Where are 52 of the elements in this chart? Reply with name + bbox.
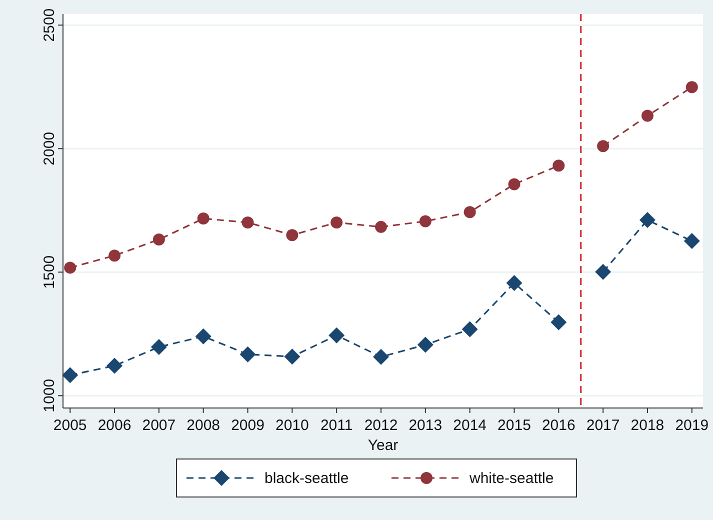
point bbox=[240, 346, 256, 362]
point bbox=[195, 328, 212, 344]
point bbox=[284, 348, 300, 365]
x-axis-title: Year bbox=[368, 437, 398, 454]
x-tick-label: 2012 bbox=[364, 417, 398, 434]
point bbox=[373, 348, 389, 365]
x-tick-label: 2011 bbox=[320, 417, 353, 434]
x-tick-label: 2009 bbox=[231, 417, 264, 434]
point bbox=[417, 336, 434, 353]
point bbox=[150, 338, 167, 355]
point bbox=[286, 229, 298, 242]
point bbox=[462, 321, 478, 338]
y-tick-label: 2500 bbox=[41, 8, 58, 42]
x-tick-label: 2016 bbox=[542, 417, 576, 434]
point bbox=[684, 233, 700, 250]
x-tick-label: 2014 bbox=[453, 417, 487, 434]
point bbox=[62, 367, 78, 384]
point bbox=[375, 220, 387, 233]
point bbox=[152, 234, 165, 246]
x-tick-label: 2015 bbox=[498, 417, 531, 434]
point bbox=[328, 327, 345, 344]
point bbox=[242, 216, 254, 228]
x-tick-label: 2006 bbox=[98, 417, 132, 434]
point bbox=[419, 215, 432, 228]
point bbox=[106, 358, 123, 374]
point bbox=[108, 250, 121, 262]
point bbox=[686, 81, 698, 94]
legend-label: black-seattle bbox=[264, 470, 349, 487]
y-tick-label: 1500 bbox=[41, 255, 58, 289]
point bbox=[597, 140, 610, 152]
point bbox=[64, 262, 76, 274]
point bbox=[197, 212, 210, 225]
point bbox=[330, 216, 343, 228]
x-tick-label: 2019 bbox=[675, 417, 709, 434]
point bbox=[550, 314, 567, 330]
x-tick-label: 2018 bbox=[630, 417, 664, 434]
point bbox=[595, 264, 612, 280]
x-tick-label: 2005 bbox=[53, 417, 87, 434]
x-tick-label: 2013 bbox=[408, 417, 442, 434]
point bbox=[641, 110, 654, 122]
x-tick-label: 2017 bbox=[586, 417, 620, 434]
point bbox=[552, 160, 565, 172]
point bbox=[508, 178, 520, 190]
y-tick-label: 1000 bbox=[41, 378, 58, 412]
x-tick-label: 2010 bbox=[275, 417, 309, 434]
x-tick-label: 2008 bbox=[186, 417, 220, 434]
point bbox=[506, 275, 522, 292]
point bbox=[639, 212, 656, 228]
x-tick-label: 2007 bbox=[142, 417, 176, 434]
legend-label: white-seattle bbox=[468, 470, 554, 487]
y-tick-label: 2000 bbox=[41, 132, 58, 166]
point bbox=[464, 206, 476, 218]
